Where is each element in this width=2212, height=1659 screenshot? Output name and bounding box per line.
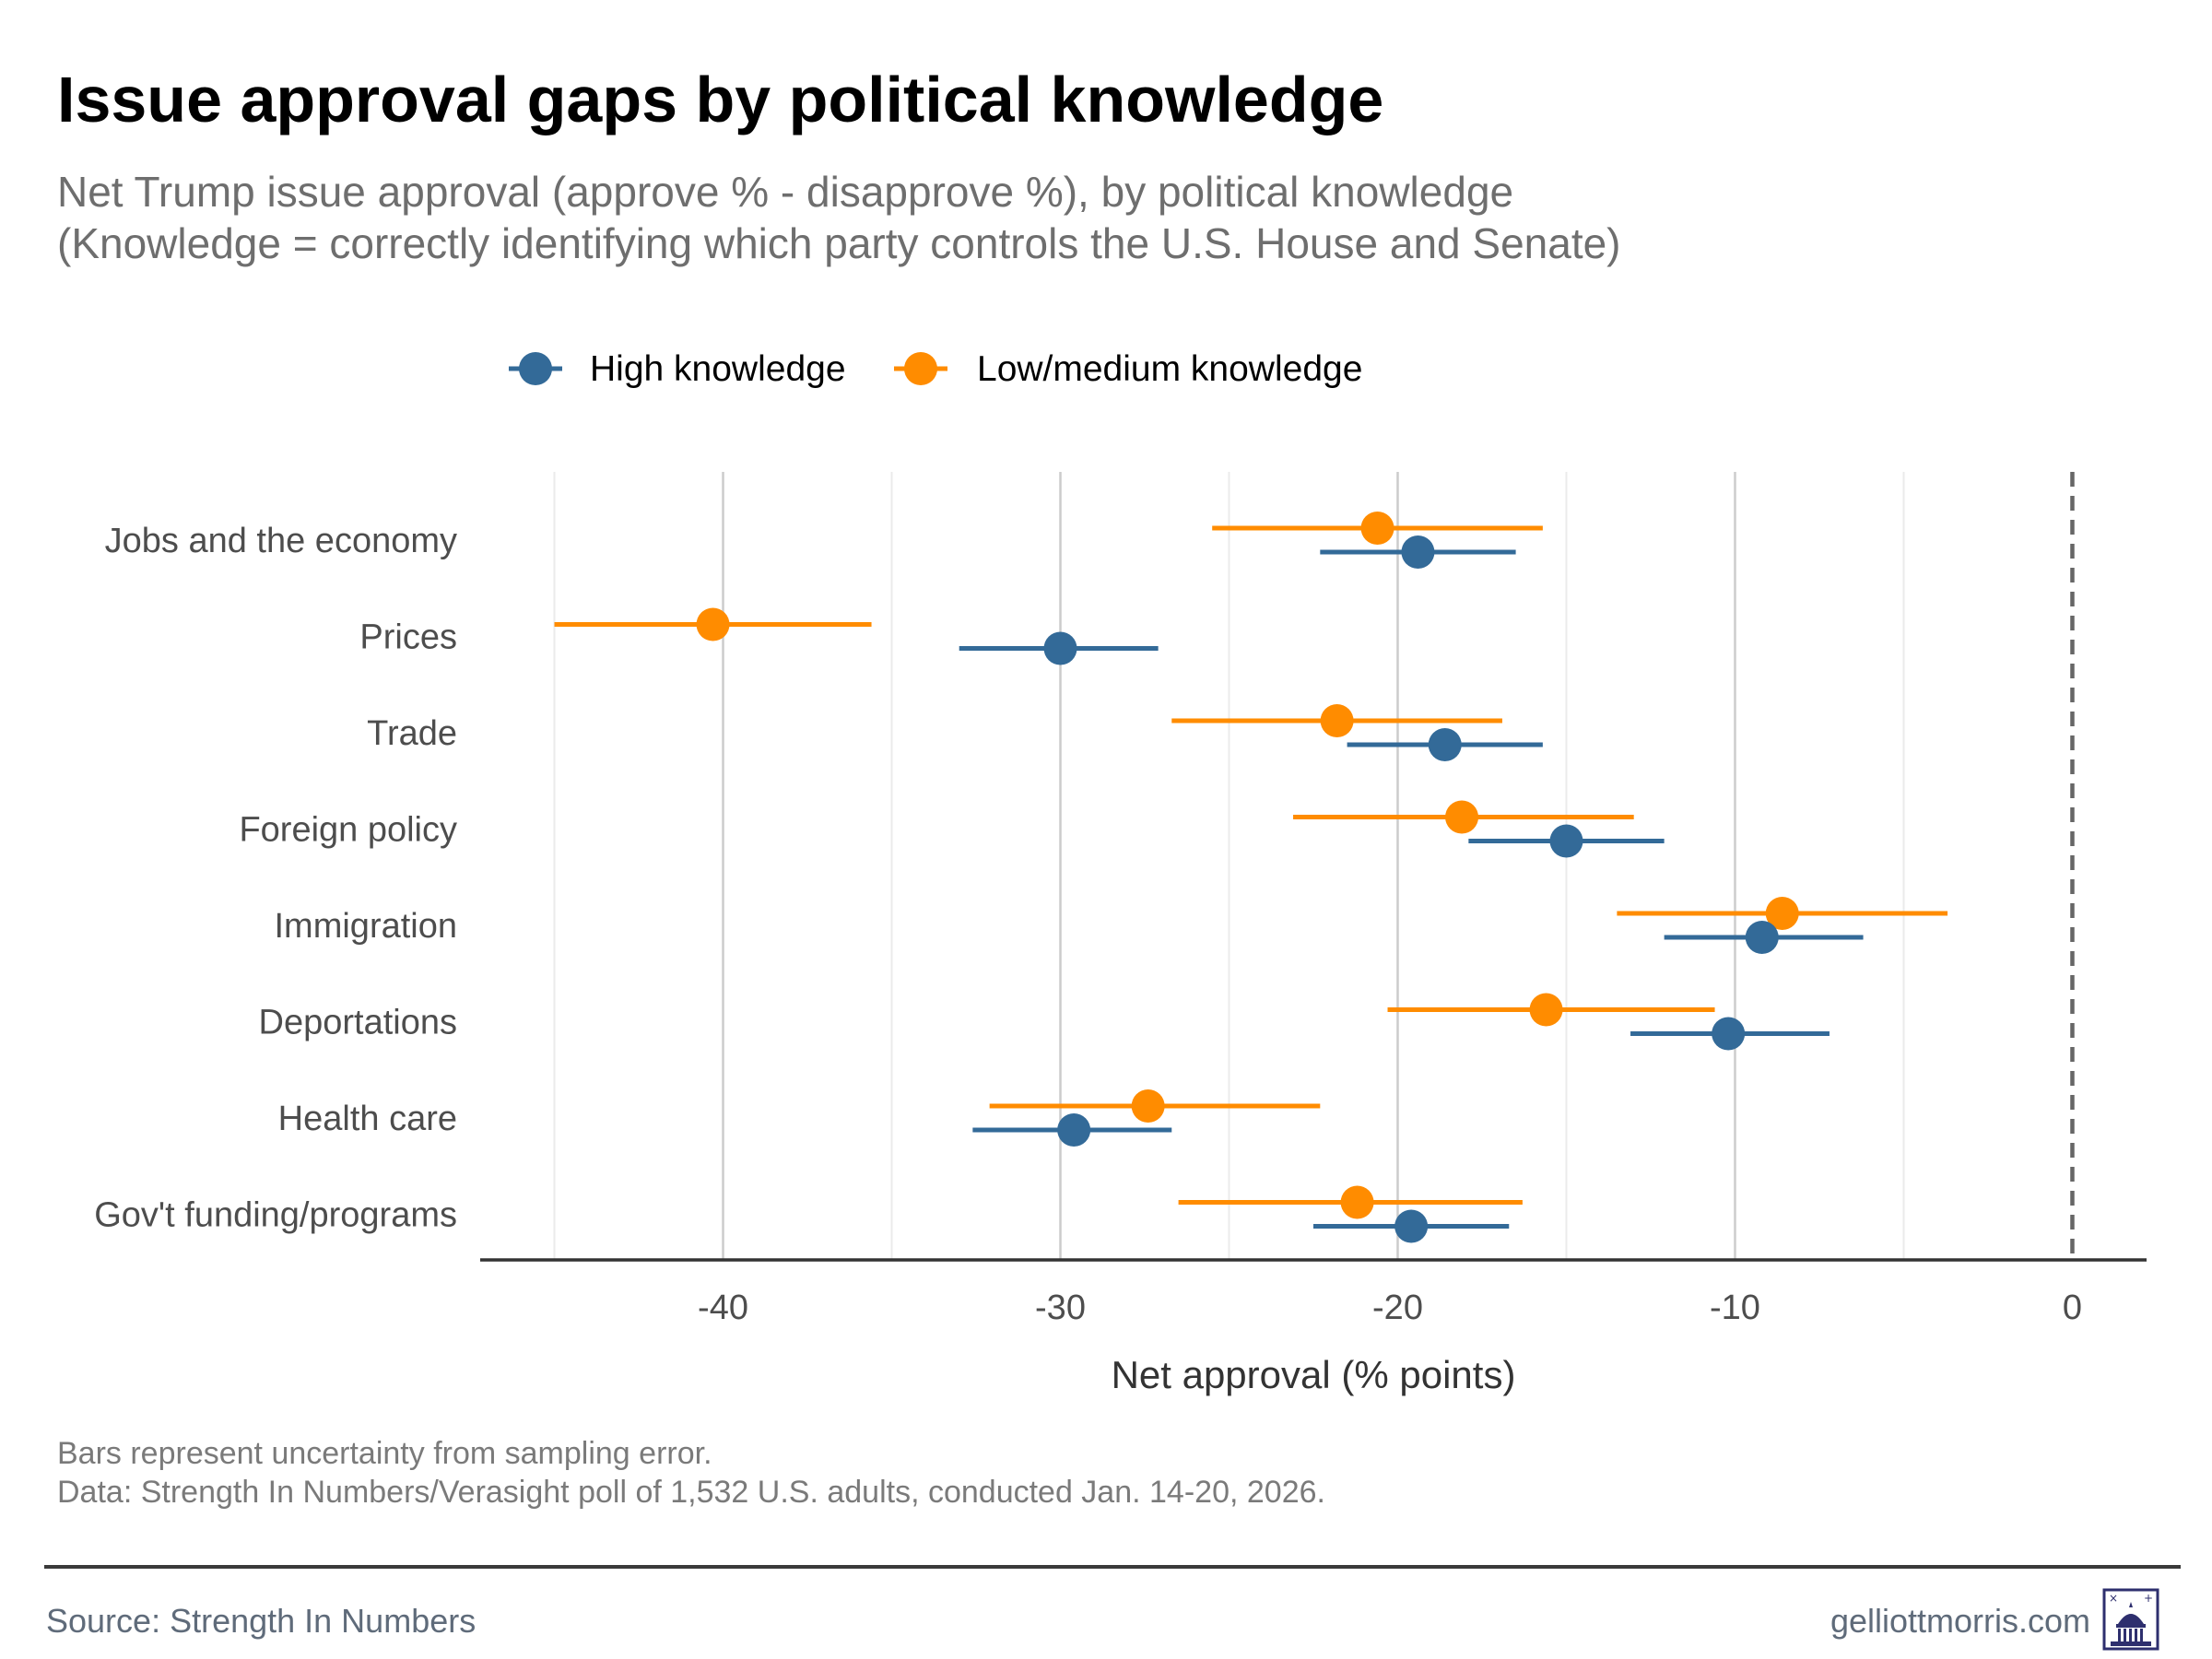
low-point: [1340, 1185, 1374, 1219]
x-axis-title: Net approval (% points): [1112, 1353, 1516, 1396]
legend: High knowledge Low/medium knowledge: [509, 349, 1362, 389]
category-label: Foreign policy: [239, 811, 457, 850]
low-point: [1529, 993, 1563, 1027]
category-label: Immigration: [275, 907, 458, 946]
high-point: [1394, 1209, 1429, 1243]
grid: [553, 472, 1905, 1260]
category-label: Trade: [367, 714, 457, 753]
category-label: Health care: [278, 1100, 457, 1138]
low-point: [696, 607, 730, 641]
category-group: [1178, 1185, 1523, 1243]
category-group: [1212, 512, 1543, 569]
low-point: [1765, 897, 1799, 930]
category-label: Gov't funding/programs: [94, 1196, 457, 1235]
x-tick-label: -30: [1035, 1288, 1086, 1327]
subtitle-line: Net Trump issue approval (approve % - di…: [57, 168, 1514, 216]
x-tick-label: -10: [1710, 1288, 1760, 1327]
low-point: [1131, 1089, 1165, 1123]
low-point: [1360, 512, 1394, 545]
high-point: [1043, 631, 1077, 665]
category-group: [1293, 800, 1665, 858]
chart-note: Bars represent uncertainty from sampling…: [57, 1434, 1325, 1512]
legend-item-high: High knowledge: [509, 349, 846, 389]
legend-label: High knowledge: [590, 349, 846, 389]
x-tick-label: -20: [1372, 1288, 1423, 1327]
category-group: [1387, 993, 1830, 1051]
category-group: [972, 1089, 1321, 1147]
high-point: [1549, 824, 1583, 858]
note-line: Bars represent uncertainty from sampling…: [57, 1436, 712, 1471]
high-point: [1057, 1113, 1091, 1147]
high-point: [1401, 535, 1435, 569]
x-axis: -40 -30 -20 -10 0 Net approval (% points): [480, 1258, 2147, 1396]
category-group: [1617, 897, 1948, 954]
subtitle-line: (Knowledge = correctly identifying which…: [57, 219, 1621, 267]
category-label: Jobs and the economy: [105, 522, 457, 560]
low-point: [1445, 800, 1479, 834]
svg-text:+: +: [2144, 1592, 2153, 1605]
category-group: [1171, 704, 1543, 761]
low-point: [1320, 704, 1354, 737]
legend-swatch-point: [904, 352, 937, 385]
legend-item-low: Low/medium knowledge: [894, 349, 1362, 389]
legend-swatch-point: [519, 352, 552, 385]
data-marks: [554, 512, 1948, 1243]
dot-range-chart: High knowledge Low/medium knowledge Jobs …: [94, 349, 2147, 1396]
x-tick-label: -40: [698, 1288, 748, 1327]
note-line: Data: Strength In Numbers/Verasight poll…: [57, 1475, 1325, 1510]
legend-label: Low/medium knowledge: [977, 349, 1362, 389]
chart-title: Issue approval gaps by political knowled…: [57, 64, 1384, 135]
category-label: Prices: [359, 618, 457, 657]
high-point: [1712, 1017, 1746, 1051]
high-point: [1745, 921, 1779, 954]
category-group: [554, 607, 1159, 665]
capitol-dome-icon: × +: [2102, 1588, 2159, 1651]
high-point: [1428, 728, 1462, 761]
x-tick-label: 0: [2063, 1288, 2082, 1327]
footer-site-link[interactable]: gelliottmorris.com: [1830, 1602, 2090, 1640]
category-label: Deportations: [259, 1004, 457, 1042]
svg-text:×: ×: [2109, 1592, 2118, 1605]
footer-source: Source: Strength In Numbers: [46, 1602, 477, 1640]
chart-subtitle: Net Trump issue approval (approve % - di…: [57, 166, 1621, 269]
footer-divider: [44, 1565, 2181, 1569]
y-axis-labels: Jobs and the economy Prices Trade Foreign p…: [94, 522, 457, 1235]
